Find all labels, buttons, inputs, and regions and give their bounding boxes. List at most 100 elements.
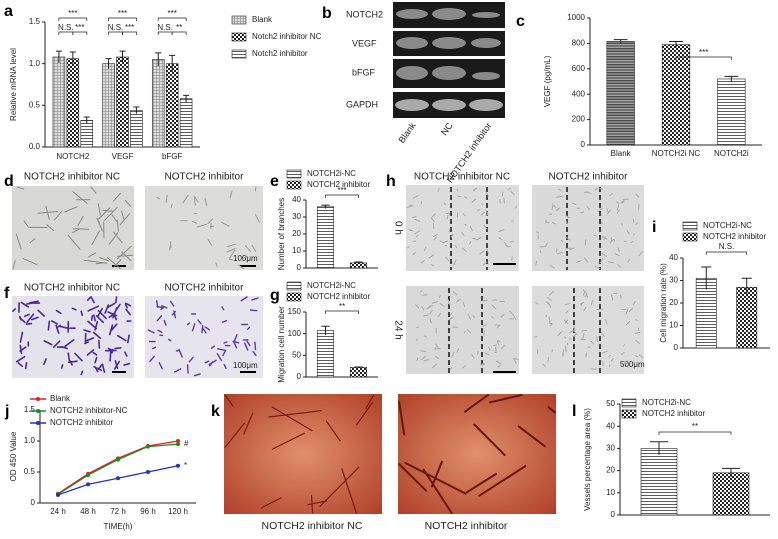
error-bar: [722, 467, 740, 478]
cam-images: k NOTCH2 inhibitor NC NOTCH2 inhibitor: [211, 394, 556, 532]
y-tick-label: 200: [572, 115, 586, 124]
image-caption: NOTCH2 inhibitor NC: [262, 520, 363, 532]
y-tick-label: 30: [606, 444, 615, 453]
x-tick-label: NOTCH2i: [714, 149, 749, 158]
y-tick-label: 0.5: [29, 100, 41, 109]
protein-label: NOTCH2: [346, 9, 383, 19]
y-tick-label: 20: [606, 466, 615, 475]
y-tick-label: 40: [669, 253, 678, 262]
error-bar: [155, 52, 162, 67]
panel-letter: a: [4, 3, 13, 20]
point: [56, 492, 60, 497]
panel-letter: e: [270, 173, 279, 190]
image-title: NOTCH2 inhibitor NC: [24, 172, 120, 183]
error-bar: [321, 204, 330, 209]
legend-label: NOTCH2 inhibitor-NC: [50, 406, 128, 415]
scale-label: 100μm: [233, 254, 258, 263]
legend-label: Blank: [252, 15, 273, 24]
bar: [736, 286, 758, 349]
legend-swatch: [682, 221, 698, 231]
legend-label: NOTCH2i-NC: [307, 169, 356, 178]
error-bar: [354, 366, 363, 368]
y-tick-label: 20: [292, 229, 301, 238]
significance-bracket: [157, 17, 187, 21]
y-tick-label: 0: [31, 498, 36, 507]
panel-letter: b: [322, 5, 332, 22]
significance-bracket: [108, 31, 123, 35]
y-tick-label: 0: [297, 372, 302, 381]
image-texture: [415, 290, 519, 370]
annotation: ***: [699, 48, 708, 57]
bar: [640, 448, 678, 516]
y-axis-label: Number of branches: [277, 198, 286, 270]
panel-letter: j: [4, 403, 9, 420]
x-tick-label: 72 h: [110, 507, 126, 516]
error-bar: [321, 325, 330, 335]
error-bar: [105, 58, 112, 69]
panel-letter: k: [211, 403, 220, 420]
significance-bracket: [675, 56, 732, 60]
y-tick-label: 50: [606, 399, 615, 408]
significance-bracket: [171, 31, 187, 35]
annotation: #: [184, 439, 189, 448]
y-axis-label: Vessels percentage area (%): [583, 408, 592, 511]
line: [57, 440, 179, 495]
y-tick-label: 150: [288, 307, 302, 316]
micrograph: [532, 185, 644, 271]
error-bar: [169, 54, 176, 72]
bar: [316, 330, 335, 378]
x-axis-label: TIME(h): [104, 522, 133, 531]
scale-label: 100μm: [233, 361, 258, 370]
bar: [717, 78, 746, 146]
cam-photo: [398, 394, 556, 514]
x-tick-label: NOTCH2i NC: [652, 149, 701, 158]
significance-bracket: [157, 31, 173, 35]
micrograph: [12, 186, 134, 270]
panel-letter: c: [516, 13, 525, 30]
annotation: N.S.: [58, 23, 74, 32]
annotation: **: [692, 422, 698, 431]
y-axis-label: OD 450 Value: [9, 431, 18, 481]
panel-letter: d: [4, 173, 14, 190]
point: [146, 470, 150, 474]
x-tick-label: 48 h: [80, 507, 96, 516]
blot-bands: [395, 8, 503, 111]
bar: [179, 98, 193, 148]
error-bar: [701, 266, 712, 290]
significance-bracket: [72, 31, 88, 35]
image-texture: [398, 394, 556, 514]
legend-swatch: [231, 49, 247, 59]
y-tick-label: 0.5: [24, 467, 36, 476]
y-tick-label: 1000: [567, 13, 585, 22]
legend-swatch: [286, 169, 302, 179]
legend-swatch: [36, 421, 40, 425]
significance-bracket: [658, 431, 732, 435]
transwell-images: f NOTCH2 inhibitor NC NOTCH2 inhibitor 1…: [4, 283, 263, 378]
y-tick-label: 0.0: [29, 142, 41, 151]
y-tick-label: 10: [292, 246, 301, 255]
lane-label: Blank: [396, 120, 417, 145]
image-texture: [406, 187, 517, 267]
y-tick-label: 30: [292, 212, 301, 221]
annotation: N.S.: [108, 23, 124, 32]
x-tick-label: VEGF: [112, 152, 134, 161]
significance-bracket: [122, 31, 137, 35]
point: [86, 473, 90, 478]
error-bar: [119, 50, 126, 63]
error-bar: [741, 277, 752, 297]
y-tick-label: 1.0: [29, 59, 41, 68]
protein-label: GAPDH: [346, 99, 378, 109]
y-tick-label: 1.5: [24, 405, 36, 414]
y-tick-label: 0: [611, 510, 616, 519]
image-texture: [12, 186, 134, 270]
error-bar: [183, 94, 190, 102]
protein-label: bFGF: [352, 67, 376, 77]
legend-swatch: [621, 409, 637, 419]
error-bar: [650, 441, 668, 456]
y-tick-label: 40: [292, 195, 301, 204]
panel-letter: i: [652, 219, 656, 236]
annotation: **: [339, 302, 345, 311]
legend-swatch: [286, 180, 302, 190]
scale-label: 500μm: [620, 360, 645, 369]
y-tick-label: 40: [606, 421, 615, 430]
